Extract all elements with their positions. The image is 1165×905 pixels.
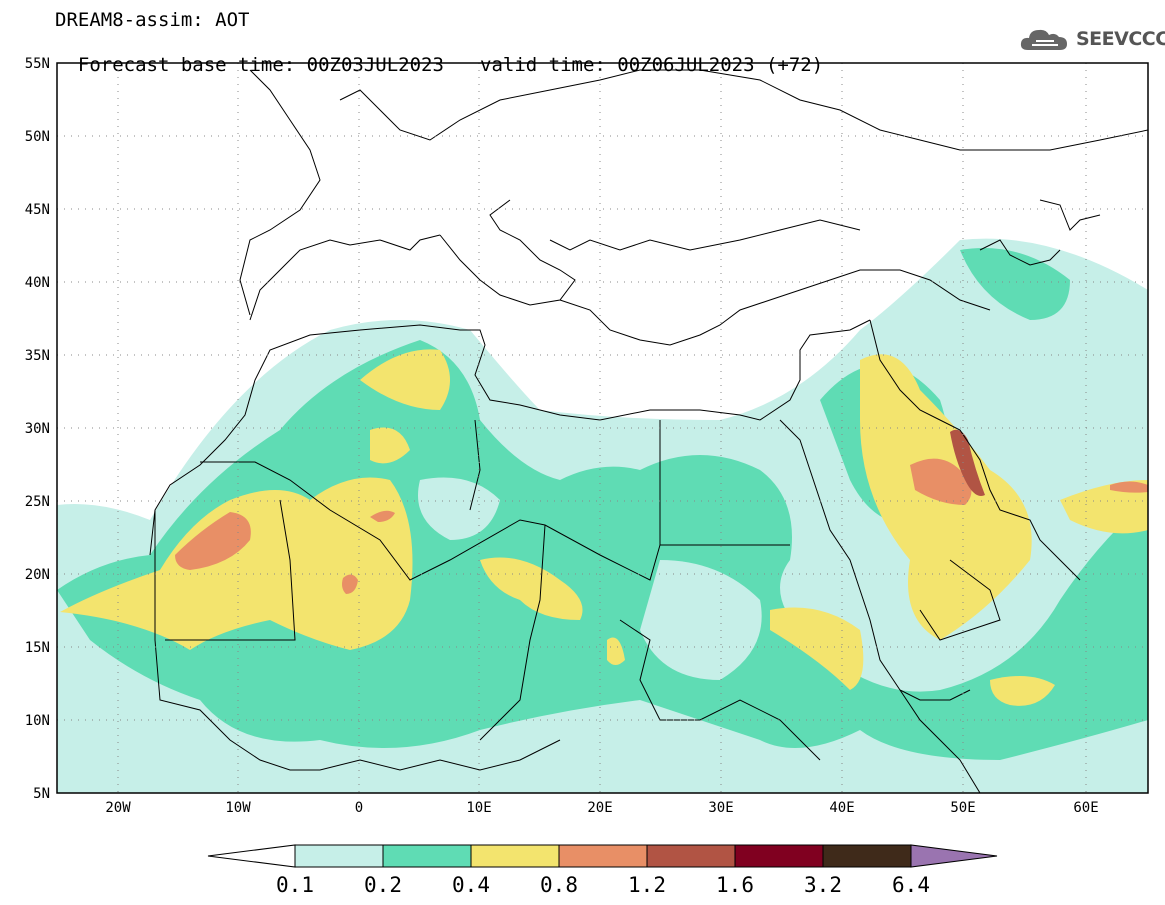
lon-label: 40E [829,800,854,816]
map-title: DREAM8-assim: AOT [55,9,250,31]
map-frame [56,62,1149,794]
lat-label: 55N [25,56,50,72]
lon-label: 20W [105,800,131,816]
lon-label: 30E [708,800,733,816]
graticule [57,63,1148,793]
lat-label: 45N [25,202,50,218]
lat-label: 25N [25,494,50,510]
aot-level-1.2 [950,429,985,496]
lat-label: 10N [25,713,50,729]
logo-text: SEEVCCC [1076,28,1165,50]
lon-label: 50E [950,800,975,816]
aot-level-0.8 [175,458,1148,594]
valid-time: valid time: 00Z06JUL2023 (+72) [480,54,824,76]
seevccc-logo: SEEVCCC [1018,24,1165,54]
lat-label: 5N [33,786,50,802]
lat-label: 40N [25,275,50,291]
lat-label: 50N [25,129,50,145]
lon-label: 10E [466,800,491,816]
base-time: Forecast base time: 00Z03JUL2023 [77,54,444,76]
lat-label: 35N [25,348,50,364]
lat-label: 30N [25,421,50,437]
coastlines [149,69,1148,793]
cloud-icon [1020,29,1067,50]
lon-label: 10W [225,800,251,816]
lon-axis: 20W 10W 0 10E 20E 30E 40E 50E 60E [105,800,1098,816]
lon-label: 20E [587,800,612,816]
aot-field [57,238,1148,793]
lat-label: 20N [25,567,50,583]
lon-label: 0 [355,800,363,816]
lon-label: 60E [1073,800,1098,816]
lat-axis: 55N 50N 45N 40N 35N 30N 25N 20N 15N 10N … [25,56,50,802]
lat-label: 15N [25,640,50,656]
forecast-times: Forecast base time: 00Z03JUL2023 valid ti… [55,32,823,76]
